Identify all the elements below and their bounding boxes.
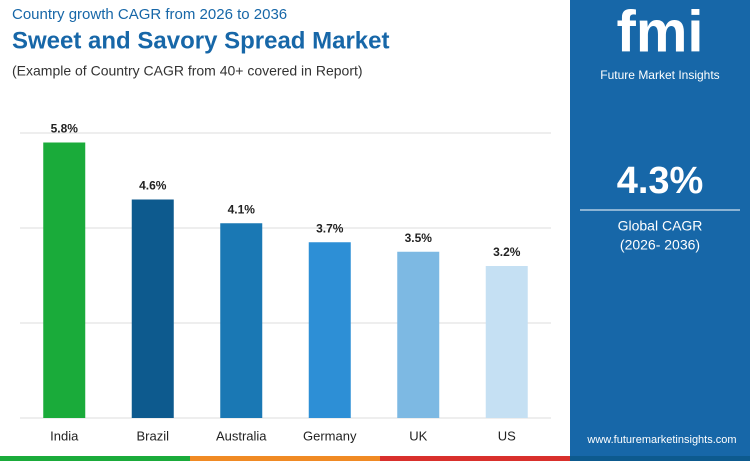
x-tick-label: Germany — [303, 428, 357, 443]
brand: Future Market Insights — [600, 68, 719, 82]
bar — [131, 199, 174, 418]
bar — [397, 251, 440, 418]
value-label: 3.7% — [316, 221, 344, 235]
bar — [308, 242, 351, 418]
logo: fmi — [617, 0, 704, 64]
bar — [43, 142, 86, 418]
x-tick-label: India — [50, 428, 79, 443]
cagr-period: (2026- 2036) — [620, 237, 700, 253]
bar — [220, 223, 263, 418]
cagr-label: Global CAGR — [618, 218, 703, 234]
supertitle: Country growth CAGR from 2026 to 2036 — [12, 6, 287, 23]
value-label: 4.6% — [139, 179, 167, 193]
website: www.futuremarketinsights.com — [586, 434, 736, 446]
side-panel — [570, 0, 750, 461]
chart-title: Sweet and Savory Spread Market — [12, 27, 389, 54]
stripe — [380, 456, 570, 461]
bar — [485, 266, 528, 418]
x-tick-label: Australia — [216, 428, 267, 443]
stripe — [570, 456, 750, 461]
x-tick-label: UK — [409, 428, 427, 443]
value-label: 5.8% — [51, 122, 79, 136]
stripe — [190, 456, 380, 461]
value-label: 3.5% — [405, 231, 433, 245]
stripe — [0, 456, 190, 461]
x-tick-label: US — [498, 428, 516, 443]
global-cagr: 4.3% — [617, 160, 704, 202]
value-label: 3.2% — [493, 245, 521, 259]
value-label: 4.1% — [228, 202, 256, 216]
x-tick-label: Brazil — [136, 428, 169, 443]
subtitle: (Example of Country CAGR from 40+ covere… — [12, 63, 363, 79]
